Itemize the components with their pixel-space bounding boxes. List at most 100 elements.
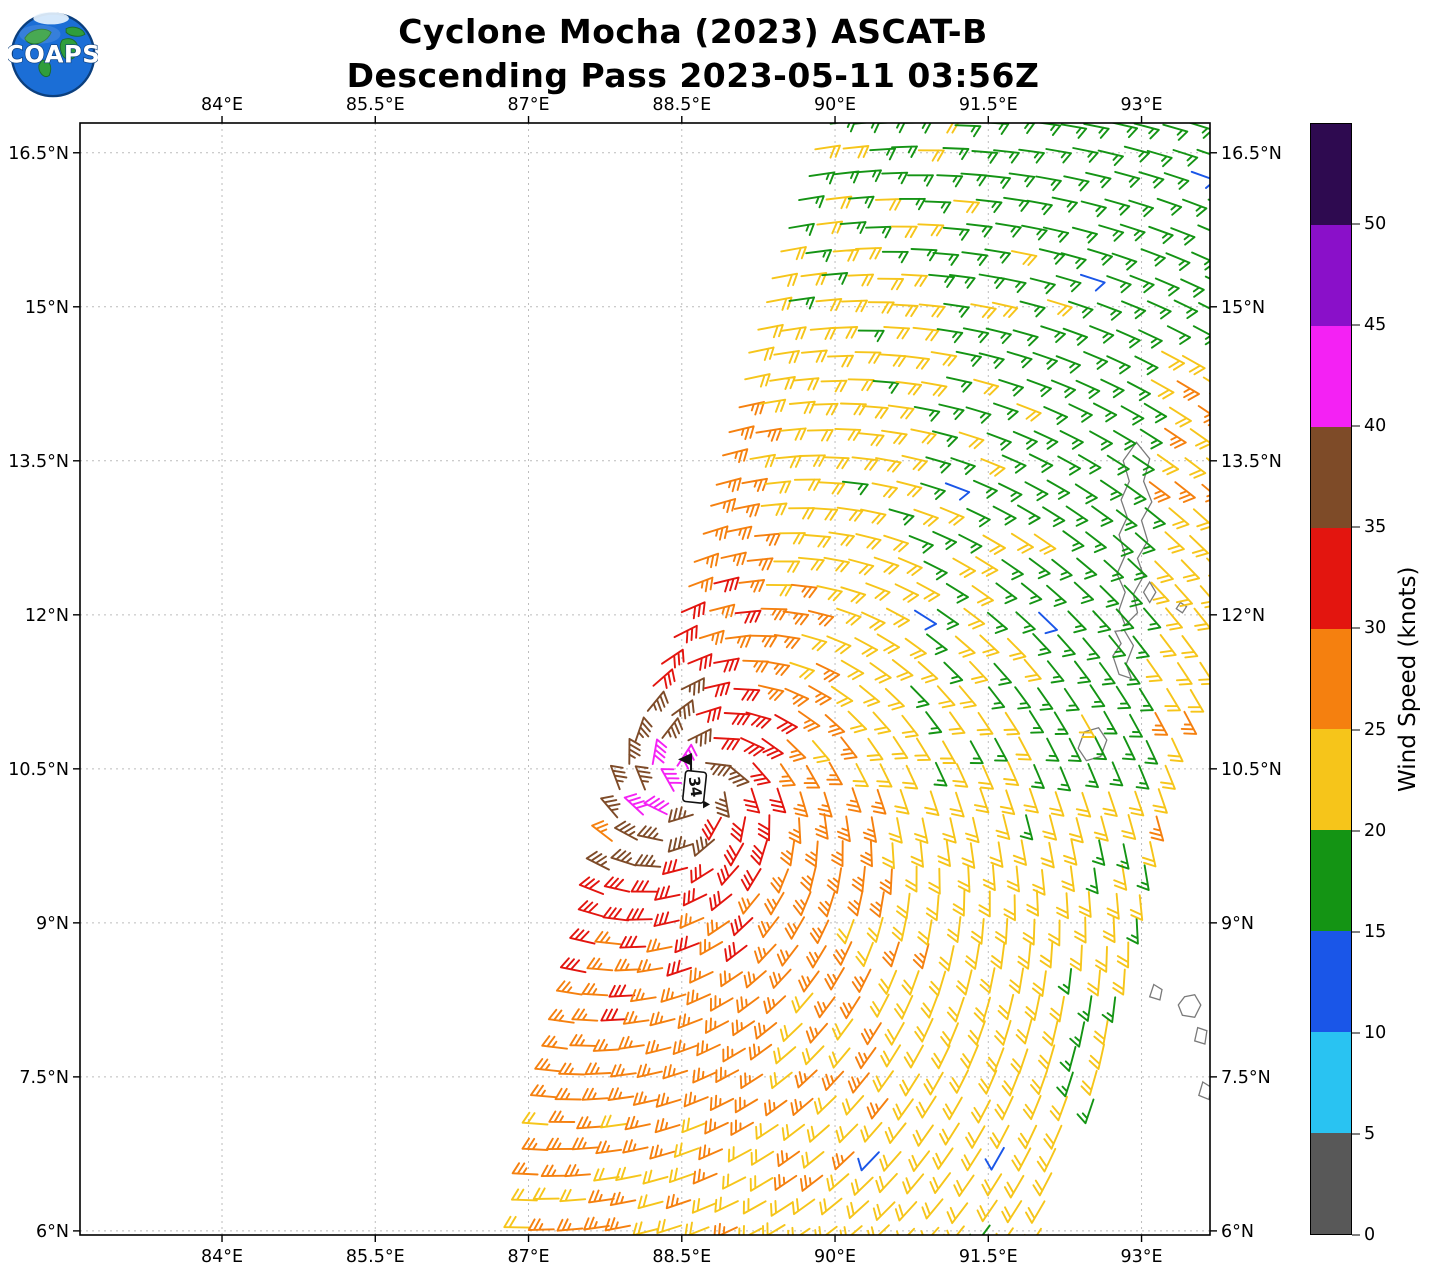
wind-barb bbox=[704, 1118, 729, 1135]
wind-barb bbox=[637, 1194, 664, 1210]
wind-barb bbox=[713, 1222, 738, 1235]
wind-barb bbox=[978, 352, 1005, 369]
coastline bbox=[1077, 727, 1108, 762]
wind-barb bbox=[867, 1224, 890, 1235]
wind-barb bbox=[1091, 505, 1114, 527]
wind-barb bbox=[895, 380, 923, 396]
wind-barb bbox=[899, 1073, 921, 1097]
wind-barb bbox=[702, 525, 729, 541]
wind-barb bbox=[1011, 1147, 1032, 1172]
wind-barb bbox=[1003, 894, 1016, 922]
wind-barb bbox=[741, 477, 768, 492]
wind-barb bbox=[986, 611, 1008, 634]
wind-barb bbox=[1174, 481, 1196, 503]
wind-barb bbox=[1008, 967, 1025, 994]
wind-barb bbox=[776, 944, 799, 967]
wind-barb bbox=[1089, 684, 1106, 708]
wind-barb bbox=[719, 970, 744, 988]
wind-barb bbox=[1197, 405, 1210, 427]
wind-barb bbox=[534, 1058, 562, 1073]
wind-barb bbox=[679, 912, 705, 929]
wind-barb bbox=[602, 906, 630, 922]
wind-barb bbox=[892, 1227, 916, 1235]
wind-barb bbox=[847, 889, 864, 917]
wind-barb bbox=[660, 987, 687, 1003]
wind-barb bbox=[963, 607, 986, 630]
colorbar-tick bbox=[1352, 627, 1360, 629]
wind-barb bbox=[766, 296, 793, 311]
wind-barb bbox=[1006, 865, 1020, 893]
wind-barb bbox=[938, 945, 955, 972]
wind-barb bbox=[1111, 252, 1138, 271]
coastline bbox=[1198, 1080, 1210, 1101]
wind-barb bbox=[1150, 581, 1170, 605]
wind-barb bbox=[1071, 226, 1098, 244]
wind-barb bbox=[1115, 685, 1132, 710]
wind-barb bbox=[1099, 479, 1123, 501]
wind-barb bbox=[969, 660, 989, 684]
wind-barb bbox=[832, 248, 860, 262]
wind-barb bbox=[836, 506, 864, 522]
wind-barb bbox=[860, 1121, 883, 1143]
wind-barb bbox=[1180, 710, 1198, 735]
wind-barb bbox=[914, 1017, 934, 1043]
wind-barb bbox=[1019, 814, 1034, 841]
wind-barb bbox=[1196, 148, 1210, 156]
wind-barb bbox=[994, 1095, 1014, 1121]
wind-barb bbox=[769, 1071, 793, 1090]
wind-barb bbox=[804, 534, 832, 548]
wind-barb bbox=[1180, 278, 1205, 298]
wind-barb bbox=[987, 686, 1006, 710]
wind-barb bbox=[698, 1144, 724, 1161]
wind-barb bbox=[871, 788, 887, 815]
wind-barb bbox=[836, 607, 862, 626]
wind-barb bbox=[835, 1123, 859, 1144]
wind-barb bbox=[1000, 277, 1027, 294]
wind-barb bbox=[1022, 918, 1036, 946]
wind-barb bbox=[1018, 148, 1045, 164]
wind-barb bbox=[820, 379, 848, 393]
wind-barb bbox=[1198, 302, 1210, 310]
wind-barb bbox=[1143, 402, 1168, 424]
wind-barb bbox=[653, 911, 680, 927]
wind-barb bbox=[808, 685, 832, 706]
wind-barb bbox=[1003, 711, 1021, 736]
x-tick-label: 87°E bbox=[507, 95, 549, 115]
wind-barb bbox=[634, 716, 653, 743]
wind-barb bbox=[958, 685, 977, 709]
colorbar-tick-label: 10 bbox=[1364, 1022, 1387, 1043]
wind-barb bbox=[960, 1148, 982, 1172]
wind-barb bbox=[1139, 428, 1163, 450]
wind-barb bbox=[1124, 483, 1147, 506]
wind-barb bbox=[701, 816, 722, 841]
wind-barb bbox=[1028, 557, 1051, 580]
wind-barb bbox=[1089, 325, 1115, 344]
wind-barb bbox=[651, 738, 668, 766]
wind-barb bbox=[840, 736, 858, 760]
wind-barb bbox=[1089, 430, 1113, 451]
colorbar-segment bbox=[1311, 1032, 1351, 1134]
wind-barb bbox=[628, 737, 641, 765]
wind-barb bbox=[973, 787, 990, 814]
wind-barb bbox=[860, 508, 887, 525]
chart-title: Cyclone Mocha (2023) ASCAT-B bbox=[398, 12, 988, 51]
wind-barb bbox=[1164, 427, 1187, 449]
wind-barb bbox=[1026, 378, 1052, 398]
wind-barb bbox=[1063, 175, 1090, 192]
wind-barb bbox=[645, 1039, 672, 1055]
wind-barb bbox=[1032, 1172, 1053, 1197]
y-tick-label: 12°N bbox=[25, 606, 69, 626]
wind-barb bbox=[671, 699, 695, 720]
wind-barb bbox=[791, 992, 814, 1014]
wind-barb bbox=[738, 401, 765, 416]
wind-barb bbox=[1182, 198, 1208, 217]
wind-barb bbox=[1106, 892, 1120, 920]
wind-barb bbox=[548, 1110, 576, 1123]
wind-barb bbox=[636, 959, 664, 974]
wind-barb bbox=[780, 839, 796, 867]
wind-barb bbox=[980, 458, 1006, 477]
wind-barb bbox=[826, 1173, 850, 1192]
wind-barb bbox=[1175, 662, 1193, 686]
wind-barb bbox=[920, 381, 948, 397]
colorbar-segment bbox=[1311, 224, 1351, 326]
